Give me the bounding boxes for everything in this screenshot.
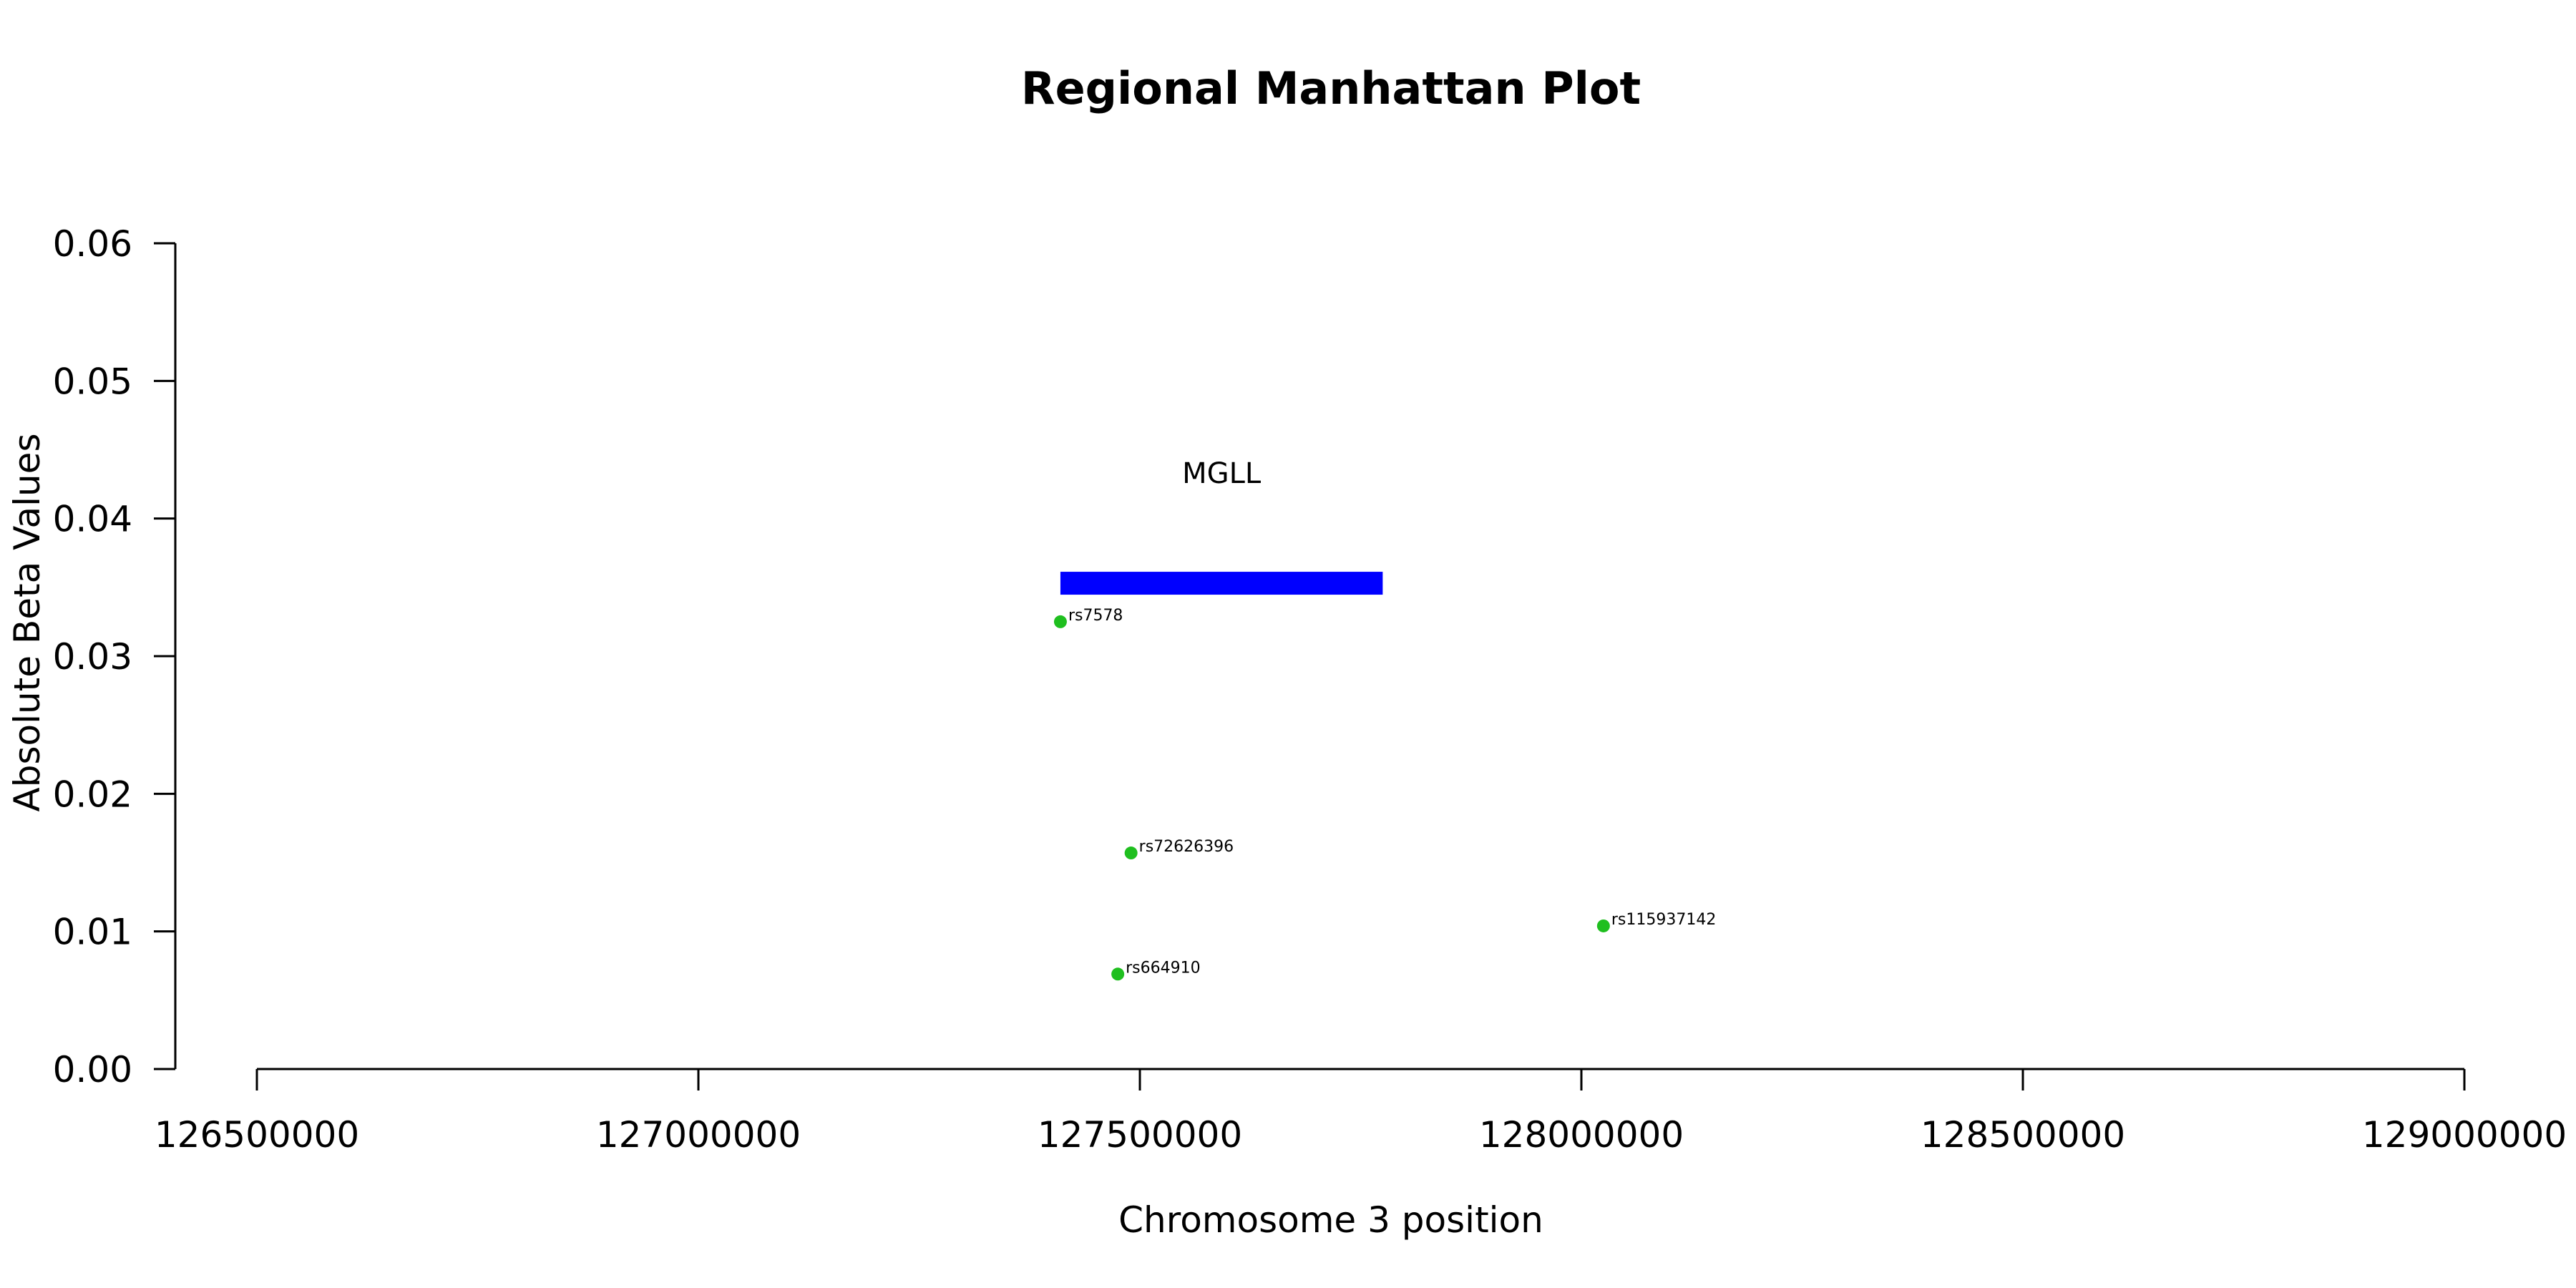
x-tick-label: 128500000 [1921,1114,2125,1156]
data-point [1053,615,1067,628]
point-label: rs72626396 [1139,838,1234,856]
x-tick-label: 126500000 [155,1114,359,1156]
y-ticks: 0.00 0.01 0.02 0.03 0.04 0.05 0.06 [53,223,175,1091]
chart-title: Regional Manhattan Plot [1021,62,1641,114]
y-tick-label: 0.05 [53,361,132,402]
x-tick-label: 129000000 [2362,1114,2567,1156]
y-tick-label: 0.03 [53,636,132,678]
x-tick-label: 127000000 [596,1114,801,1156]
genes: MGLL [1060,457,1383,595]
gene-bar [1060,572,1383,595]
y-tick-label: 0.06 [53,223,132,265]
points: rs7578 rs72626396 rs664910 rs115937142 [1053,607,1716,981]
data-point [1124,847,1138,860]
y-tick-label: 0.00 [53,1049,132,1091]
y-tick-label: 0.02 [53,774,132,815]
point-label: rs115937142 [1611,911,1716,929]
x-axis-label: Chromosome 3 position [1118,1199,1543,1241]
data-point [1596,919,1610,932]
y-tick-label: 0.04 [53,499,132,540]
x-ticks: 126500000 127000000 127500000 128000000 1285… [155,1069,2567,1156]
gene-label: MGLL [1182,457,1262,490]
y-tick-label: 0.01 [53,912,132,953]
point-label: rs664910 [1126,959,1201,977]
x-tick-label: 128000000 [1479,1114,1684,1156]
y-axis-label: Absolute Beta Values [6,434,48,812]
point-label: rs7578 [1068,607,1123,625]
data-point [1111,967,1125,981]
x-tick-label: 127500000 [1038,1114,1242,1156]
